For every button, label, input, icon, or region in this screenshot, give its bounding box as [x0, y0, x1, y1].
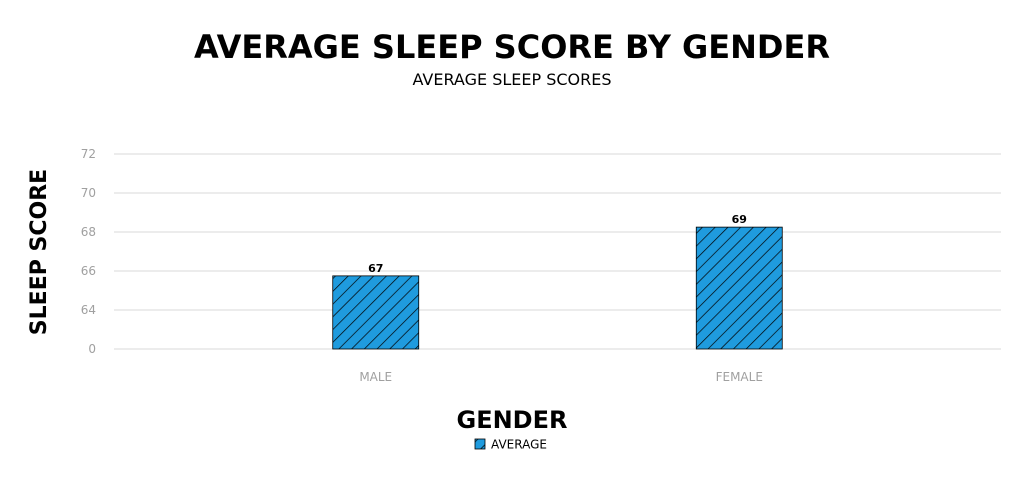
x-tick-label: MALE: [359, 370, 392, 384]
x-tick-layer: MALE FEMALE: [359, 370, 763, 384]
chart-subtitle: AVERAGE SLEEP SCORES: [412, 70, 611, 89]
value-label-layer: 67 69: [368, 213, 747, 275]
grid-layer: [114, 153, 1001, 350]
y-tick-label: 70: [81, 186, 96, 200]
x-tick-label: FEMALE: [716, 370, 763, 384]
y-tick-label: 64: [81, 303, 96, 317]
y-tick-label: 72: [81, 147, 96, 161]
x-axis-title: GENDER: [457, 406, 568, 434]
y-axis-title: SLEEP SCORE: [27, 169, 52, 335]
bar-layer: [332, 226, 783, 350]
y-tick-label: 68: [81, 225, 96, 239]
legend-label: AVERAGE: [491, 438, 547, 452]
data-label: 69: [732, 213, 747, 226]
y-tick-label: 66: [81, 264, 96, 278]
y-tick-label: 0: [88, 342, 96, 356]
bar: [332, 275, 420, 350]
legend-swatch: [474, 438, 486, 450]
data-label: 67: [368, 262, 383, 275]
legend: AVERAGE: [474, 438, 547, 452]
y-tick-layer: 0 64 66 68 70 72: [81, 147, 96, 356]
bar: [695, 226, 783, 350]
chart-title: AVERAGE SLEEP SCORE BY GENDER: [194, 28, 830, 66]
